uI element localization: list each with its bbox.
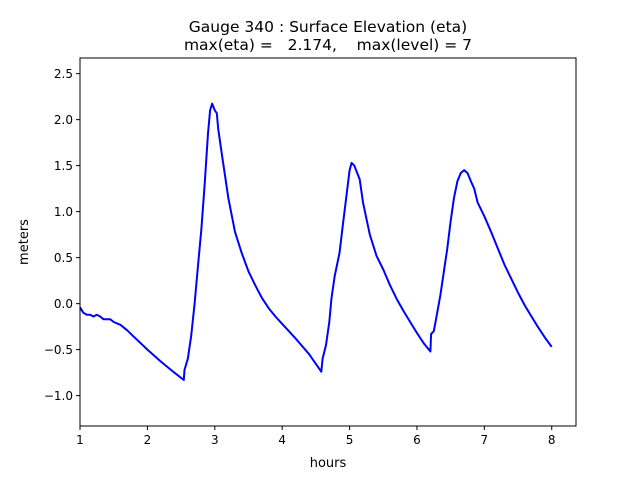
x-tick-label: 5 [346,433,354,447]
y-tick-label: 1.0 [54,205,73,219]
x-axis-label: hours [310,456,347,471]
plot-frame [79,57,577,427]
x-tick-label: 1 [76,433,84,447]
x-tick-label: 3 [211,433,219,447]
y-tick-label: 1.5 [54,159,73,173]
x-tick-label: 7 [481,433,489,447]
y-tick-label: 2.0 [54,113,73,127]
x-tick-label: 2 [144,433,152,447]
y-tick-label: 0.0 [54,297,73,311]
y-tick-label: −0.5 [44,343,73,357]
x-tick-label: 8 [548,433,556,447]
y-tick-label: 0.5 [54,251,73,265]
y-tick-label: 2.5 [54,67,73,81]
series-line-eta [79,102,553,381]
x-tick-label: 4 [278,433,286,447]
chart-subtitle: max(eta) = 2.174, max(level) = 7 [184,36,472,54]
chart-title: Gauge 340 : Surface Elevation (eta) [189,18,467,36]
x-tick-label: 6 [413,433,421,447]
y-tick-label: −1.0 [44,389,73,403]
y-axis-label: meters [17,219,32,265]
